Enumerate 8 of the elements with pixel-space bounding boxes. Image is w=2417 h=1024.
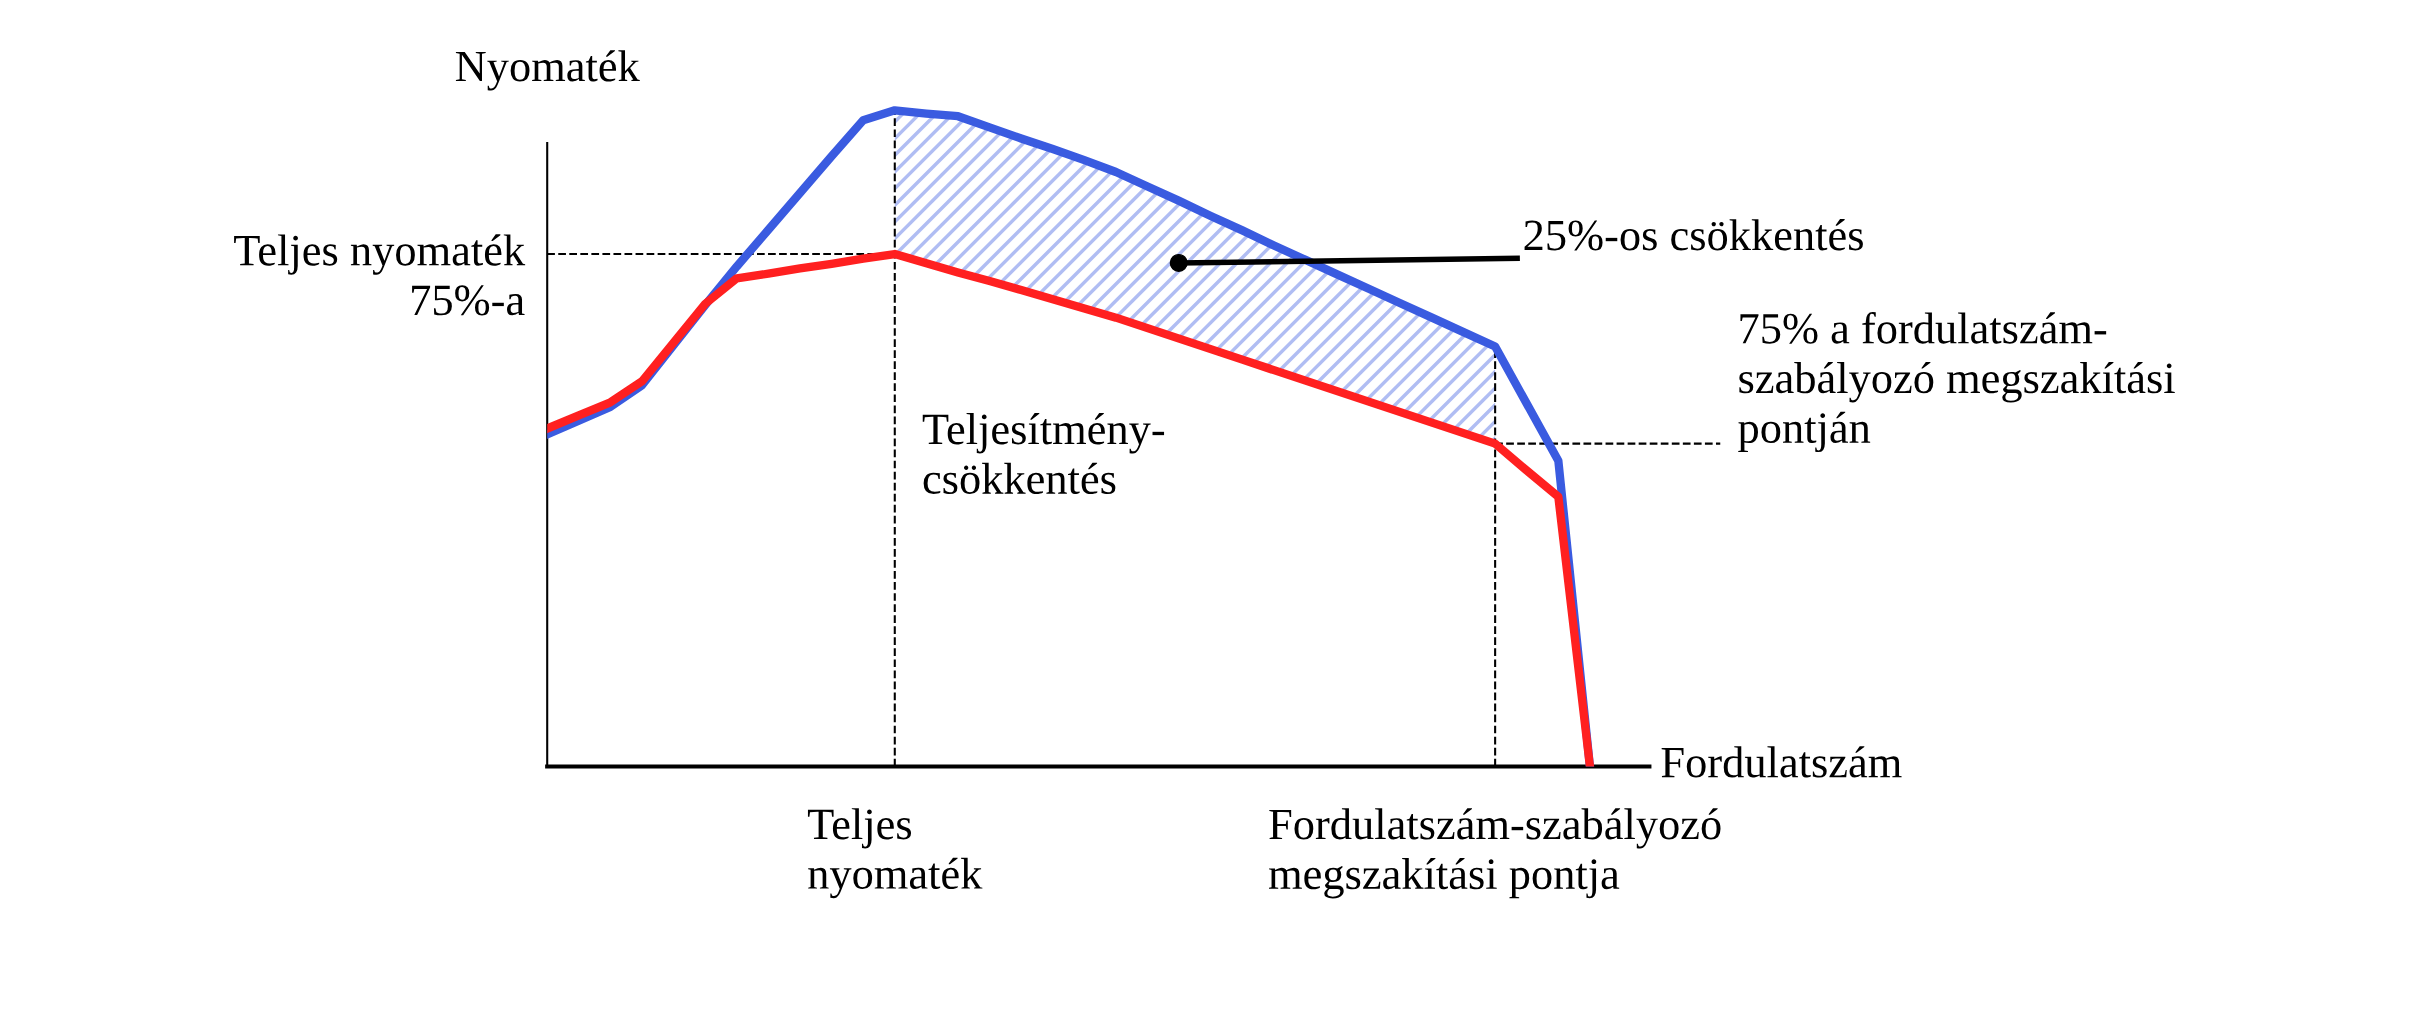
annotation: 25%-os csökkentés bbox=[1524, 219, 1863, 251]
x-tick-label: Teljes nyomaték bbox=[807, 808, 983, 899]
y-axis-title: Nyomaték bbox=[455, 50, 640, 91]
ref-line-label: Teljes nyomaték 75%-a bbox=[234, 234, 526, 316]
x-tick-label: Fordulatszám-szabályozó megszakítási pontja bbox=[1268, 808, 1721, 899]
x-axis-title: Fordulatszám bbox=[1661, 746, 1902, 778]
ref-line-label: 75% a fordulatszám- szabályozó megszakítási pontján bbox=[1738, 311, 2175, 453]
annotation: Teljesítmény- csökkentés bbox=[922, 413, 1165, 495]
